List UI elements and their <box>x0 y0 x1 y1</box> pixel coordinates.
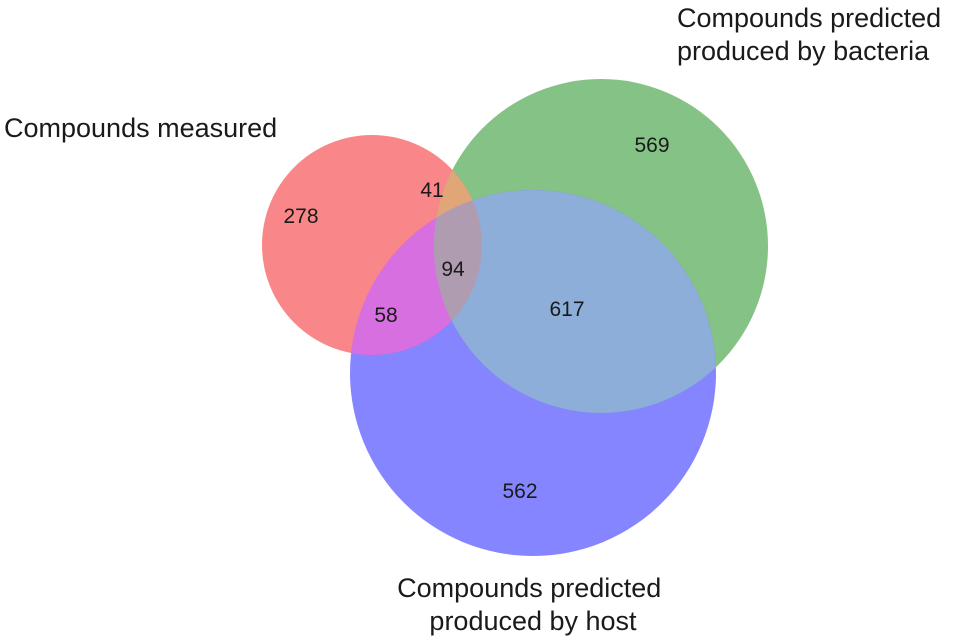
region-all-three-count: 94 <box>441 258 465 281</box>
region-bacteria-only-count: 569 <box>634 134 669 157</box>
set-label-host-line-2: produced by host <box>429 606 637 636</box>
set-label-bacteria: Compounds predicted produced by bacteria <box>677 3 949 66</box>
region-host-only-count: 562 <box>502 480 537 503</box>
set-label-host-line-1: Compounds predicted <box>397 573 661 603</box>
set-label-bacteria-line-1: Compounds predicted <box>677 3 941 33</box>
set-label-host: Compounds predicted produced by host <box>397 573 669 636</box>
set-label-measured: Compounds measured <box>4 113 277 143</box>
region-measured-only-count: 278 <box>283 205 318 228</box>
region-measured-host-count: 58 <box>374 304 397 327</box>
set-label-bacteria-line-2: produced by bacteria <box>677 36 930 66</box>
region-measured-bacteria-count: 41 <box>420 179 443 202</box>
set-label-measured-line-1: Compounds measured <box>4 113 277 143</box>
overlap-all-three <box>434 190 482 355</box>
region-bacteria-host-count: 617 <box>549 298 584 321</box>
